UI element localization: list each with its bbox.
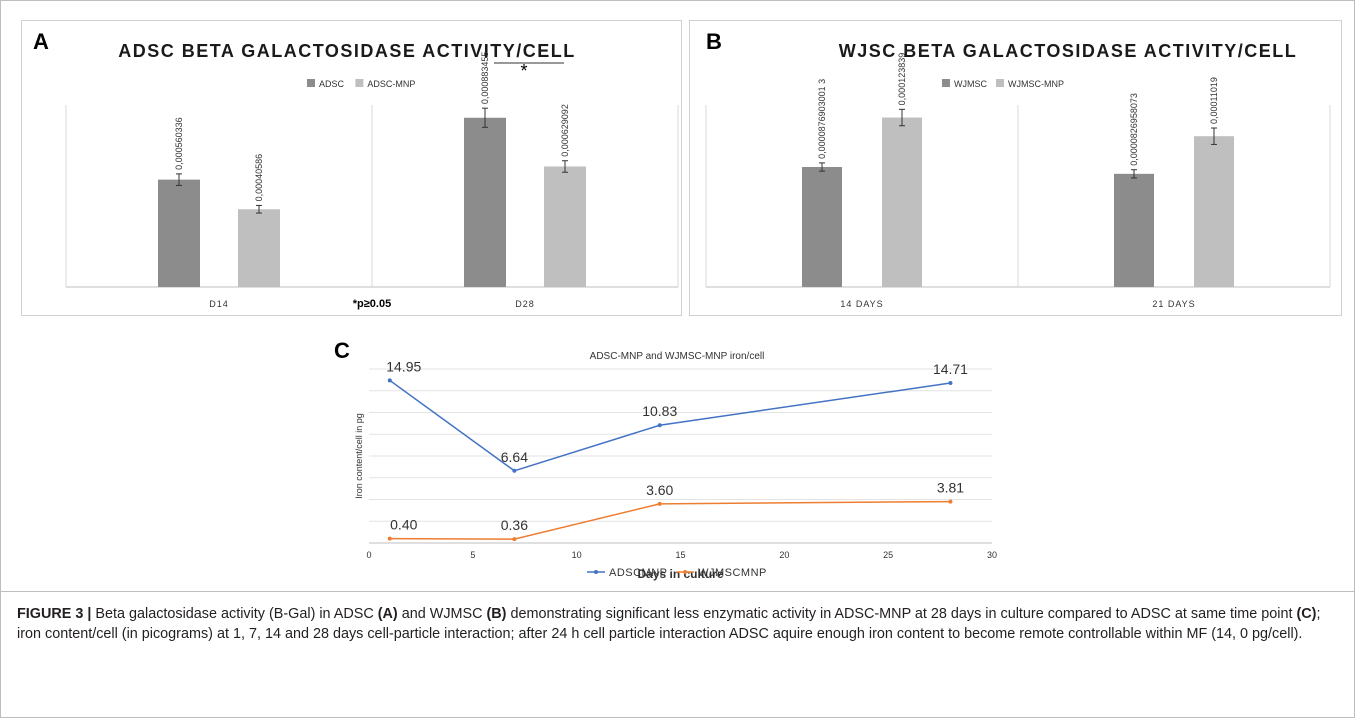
- caption-ref-a: (A): [377, 606, 398, 622]
- bar: [1194, 136, 1234, 287]
- data-label: 3.81: [937, 480, 964, 496]
- series-line: [389, 379, 951, 472]
- x-tick-label: 15: [675, 550, 685, 560]
- data-point: [512, 537, 517, 542]
- x-axis-title: Days in culture: [637, 567, 723, 581]
- legend-marker: [594, 570, 598, 574]
- data-label: 0,00011019: [1209, 77, 1219, 124]
- caption-text-3: demonstrating significant less enzymatic…: [506, 606, 1297, 622]
- chart-title: WJSC BETA GALACTOSIDASE ACTIVITY/CELL: [839, 41, 1298, 61]
- significance-star: *: [520, 61, 527, 81]
- series-line: [389, 500, 951, 540]
- data-point: [948, 499, 953, 504]
- data-label: 3.60: [646, 482, 673, 498]
- caption-text-1: Beta galactosidase activity (B-Gal) in A…: [95, 606, 378, 622]
- legend-label: ADSC: [319, 79, 345, 89]
- data-point: [948, 381, 953, 386]
- panel-letter: C: [334, 338, 350, 363]
- data-point: [387, 536, 392, 541]
- category-label: 21 DAYS: [1152, 299, 1195, 309]
- legend-label: WJMSC-MNP: [1008, 79, 1064, 89]
- chart-title: ADSC-MNP and WJMSC-MNP iron/cell: [590, 351, 765, 362]
- bar: [1114, 173, 1154, 287]
- data-label: 0,0000876903001 3: [817, 79, 827, 159]
- legend-label: WJMSC: [954, 79, 987, 89]
- caption-ref-c: (C): [1296, 606, 1317, 622]
- category-label: D14: [209, 299, 229, 309]
- p-value-note: *p≥0.05: [353, 298, 391, 310]
- caption-text-4: ; iron content/cell (in picograms) at 1,…: [17, 606, 1321, 642]
- data-label: 0,000629092: [560, 104, 570, 157]
- legend-label: ADSCMNP: [609, 567, 668, 579]
- caption-divider: [0, 591, 1355, 592]
- chart-b: B WJSC BETA GALACTOSIDASE ACTIVITY/CELL WJ…: [705, 29, 1331, 309]
- bar: [238, 209, 280, 287]
- panel-a: A ADSC BETA GALACTOSIDASE ACTIVITY/CELL AD…: [21, 20, 682, 316]
- data-label: 0.36: [501, 517, 528, 533]
- x-tick-label: 5: [470, 550, 475, 560]
- panel-letter: B: [706, 29, 722, 54]
- panel-b: B WJSC BETA GALACTOSIDASE ACTIVITY/CELL WJ…: [689, 20, 1342, 316]
- data-point: [657, 501, 662, 506]
- bar: [544, 166, 586, 287]
- x-tick-label: 20: [779, 550, 789, 560]
- data-label: 0,000883455: [480, 52, 490, 105]
- legend-swatch: [996, 79, 1004, 87]
- x-tick-label: 0: [366, 550, 371, 560]
- chart-title: ADSC BETA GALACTOSIDASE ACTIVITY/CELL: [118, 41, 576, 61]
- legend-label: ADSC-MNP: [367, 79, 415, 89]
- data-point: [657, 423, 662, 428]
- panel-letter: A: [33, 29, 49, 54]
- legend-swatch: [307, 79, 315, 87]
- data-label: 0,0000826958073: [1129, 93, 1139, 166]
- bar: [882, 117, 922, 287]
- figure-caption: FIGURE 3 | Beta galactosidase activity (…: [17, 604, 1337, 644]
- caption-ref-b: (B): [486, 606, 507, 622]
- bar: [464, 117, 506, 287]
- legend-marker: [683, 570, 688, 574]
- x-tick-label: 10: [572, 550, 582, 560]
- data-label: 14.95: [386, 358, 421, 374]
- legend-label: WJMSCMNP: [698, 567, 767, 579]
- legend-swatch: [942, 79, 950, 87]
- data-label: 0.40: [390, 517, 417, 533]
- data-point: [512, 468, 517, 473]
- caption-text-2: and WJMSC: [397, 606, 487, 622]
- data-label: 10.83: [642, 403, 677, 419]
- x-tick-label: 25: [883, 550, 893, 560]
- bar: [158, 179, 200, 287]
- y-axis-title: Iron content/cell in pg: [354, 413, 364, 499]
- chart-c: C ADSC-MNP and WJMSC-MNP iron/cell 0 5 10 15 2…: [334, 338, 997, 581]
- legend-swatch: [355, 79, 364, 87]
- data-label: 0,00040586: [254, 154, 264, 202]
- category-label: D28: [515, 299, 535, 309]
- data-point: [387, 378, 392, 383]
- data-label: 6.64: [501, 449, 528, 465]
- data-label: 0,000560336: [174, 117, 184, 170]
- x-tick-label: 30: [987, 550, 997, 560]
- figure-label: FIGURE 3 |: [17, 606, 92, 622]
- bar: [802, 167, 842, 287]
- category-label: 14 DAYS: [840, 299, 883, 309]
- data-label: 0,000123839: [897, 53, 907, 106]
- chart-a: A ADSC BETA GALACTOSIDASE ACTIVITY/CELL AD…: [33, 29, 679, 310]
- data-label: 14.71: [933, 361, 968, 377]
- panel-c: C ADSC-MNP and WJMSC-MNP iron/cell 0 5 10 15 2…: [332, 336, 1022, 586]
